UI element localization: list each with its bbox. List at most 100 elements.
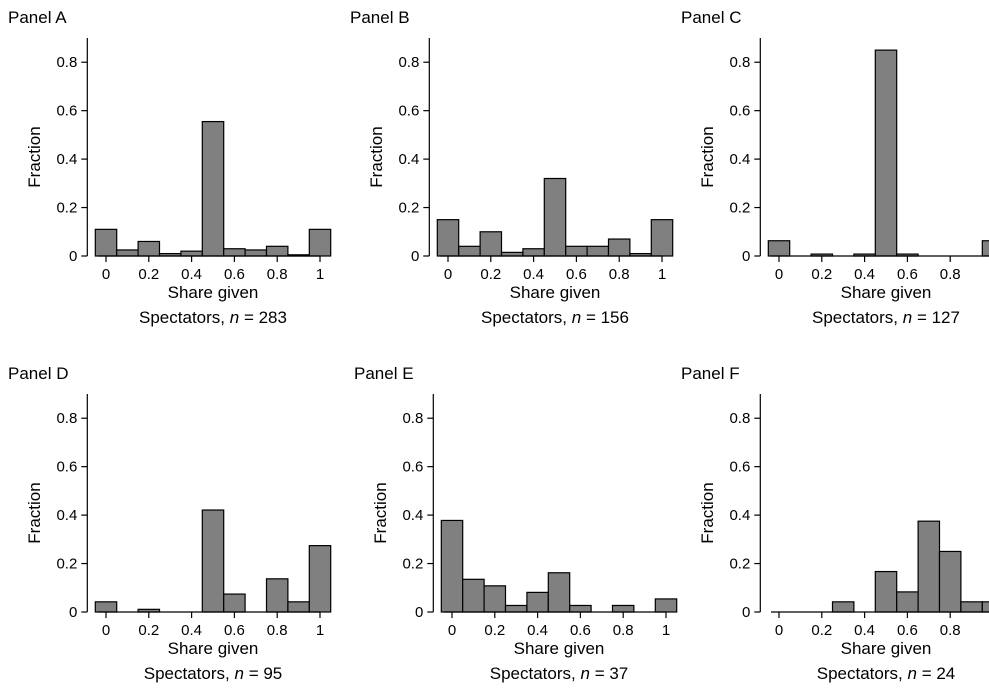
x-tick-label: 0.6 bbox=[224, 266, 245, 283]
x-axis-label: Share given bbox=[841, 283, 932, 302]
sample-eq: = 127 bbox=[917, 308, 960, 327]
panel-f: Panel F 00.20.40.60.800.20.40.60.81Share… bbox=[673, 356, 989, 696]
y-tick-label: 0 bbox=[742, 604, 750, 621]
sample-prefix: Spectators, bbox=[144, 664, 230, 683]
y-tick-label: 0.6 bbox=[398, 103, 419, 120]
sample-var: n bbox=[907, 664, 916, 683]
bar bbox=[506, 605, 527, 612]
y-ticks: 00.20.40.60.8 bbox=[402, 410, 433, 621]
y-tick-label: 0 bbox=[742, 248, 750, 265]
x-tick-label: 0.4 bbox=[181, 266, 202, 283]
y-tick-label: 0.8 bbox=[729, 410, 750, 427]
sample-eq: = 37 bbox=[595, 664, 629, 683]
bar bbox=[181, 251, 202, 256]
x-tick-label: 0.4 bbox=[527, 622, 548, 639]
x-tick-label: 0.4 bbox=[854, 622, 875, 639]
y-tick-label: 0.6 bbox=[729, 459, 750, 476]
bar bbox=[940, 551, 961, 612]
x-axis-label: Share given bbox=[168, 639, 259, 658]
x-tick-label: 0.2 bbox=[811, 622, 832, 639]
sample-var: n bbox=[572, 308, 581, 327]
bar bbox=[651, 220, 672, 256]
x-tick-label: 0.6 bbox=[566, 266, 587, 283]
x-tick-label: 0.4 bbox=[854, 266, 875, 283]
y-tick-label: 0.6 bbox=[402, 459, 423, 476]
bar bbox=[587, 246, 608, 256]
x-tick-label: 1 bbox=[316, 622, 324, 639]
bar bbox=[117, 250, 138, 256]
y-tick-label: 0.8 bbox=[56, 410, 77, 427]
y-ticks: 00.20.40.60.8 bbox=[729, 54, 760, 265]
bar bbox=[566, 246, 587, 256]
bar bbox=[548, 573, 569, 612]
y-tick-label: 0.4 bbox=[56, 151, 77, 168]
x-tick-label: 0 bbox=[102, 266, 110, 283]
sample-size-label: Spectators, n = 24 bbox=[766, 664, 989, 684]
sample-prefix: Spectators, bbox=[481, 308, 567, 327]
sample-prefix: Spectators, bbox=[490, 664, 576, 683]
y-tick-label: 0.6 bbox=[56, 103, 77, 120]
y-tick-label: 0.8 bbox=[56, 54, 77, 71]
bar bbox=[527, 592, 548, 612]
y-tick-label: 0 bbox=[411, 248, 419, 265]
bar bbox=[245, 250, 266, 256]
bar bbox=[224, 594, 245, 612]
bar bbox=[982, 602, 989, 612]
sample-prefix: Spectators, bbox=[812, 308, 898, 327]
y-tick-label: 0.4 bbox=[729, 507, 750, 524]
y-ticks: 00.20.40.60.8 bbox=[398, 54, 429, 265]
x-tick-label: 0 bbox=[448, 622, 456, 639]
x-tick-label: 0 bbox=[444, 266, 452, 283]
bar bbox=[918, 521, 939, 612]
x-axis-label: Share given bbox=[841, 639, 932, 658]
bar bbox=[459, 246, 480, 256]
sample-var: n bbox=[230, 308, 239, 327]
bar bbox=[202, 510, 223, 612]
bar bbox=[570, 605, 591, 612]
sample-size-label: Spectators, n = 37 bbox=[439, 664, 679, 684]
y-tick-label: 0.2 bbox=[398, 200, 419, 217]
y-axis-label: Fraction bbox=[698, 126, 717, 187]
x-tick-label: 1 bbox=[662, 622, 670, 639]
bar bbox=[875, 572, 896, 612]
y-tick-label: 0.4 bbox=[402, 507, 423, 524]
bar bbox=[95, 602, 116, 612]
x-tick-label: 0.6 bbox=[897, 622, 918, 639]
y-tick-label: 0.6 bbox=[56, 459, 77, 476]
x-tick-label: 0.8 bbox=[940, 266, 961, 283]
y-tick-label: 0.8 bbox=[398, 54, 419, 71]
x-tick-label: 0 bbox=[102, 622, 110, 639]
bar bbox=[961, 602, 982, 612]
sample-eq: = 283 bbox=[244, 308, 287, 327]
bar bbox=[523, 249, 544, 256]
y-tick-label: 0.8 bbox=[729, 54, 750, 71]
x-tick-label: 0.2 bbox=[138, 266, 159, 283]
x-ticks: 00.20.40.60.81 bbox=[775, 256, 989, 283]
y-ticks: 00.20.40.60.8 bbox=[56, 410, 87, 621]
bar bbox=[309, 546, 330, 612]
x-axis-label: Share given bbox=[510, 283, 601, 302]
y-axis-label: Fraction bbox=[371, 482, 390, 543]
sample-var: n bbox=[580, 664, 589, 683]
x-tick-label: 0.4 bbox=[523, 266, 544, 283]
bar bbox=[609, 239, 630, 256]
bar bbox=[309, 229, 330, 256]
sample-var: n bbox=[903, 308, 912, 327]
x-tick-label: 0.2 bbox=[484, 622, 505, 639]
y-tick-label: 0.6 bbox=[729, 103, 750, 120]
x-tick-label: 0.8 bbox=[940, 622, 961, 639]
bar bbox=[95, 229, 116, 256]
sample-eq: = 24 bbox=[922, 664, 956, 683]
x-tick-label: 0.2 bbox=[138, 622, 159, 639]
bar bbox=[484, 586, 505, 612]
x-tick-label: 0.6 bbox=[224, 622, 245, 639]
bar bbox=[897, 592, 918, 612]
x-tick-label: 0.2 bbox=[811, 266, 832, 283]
